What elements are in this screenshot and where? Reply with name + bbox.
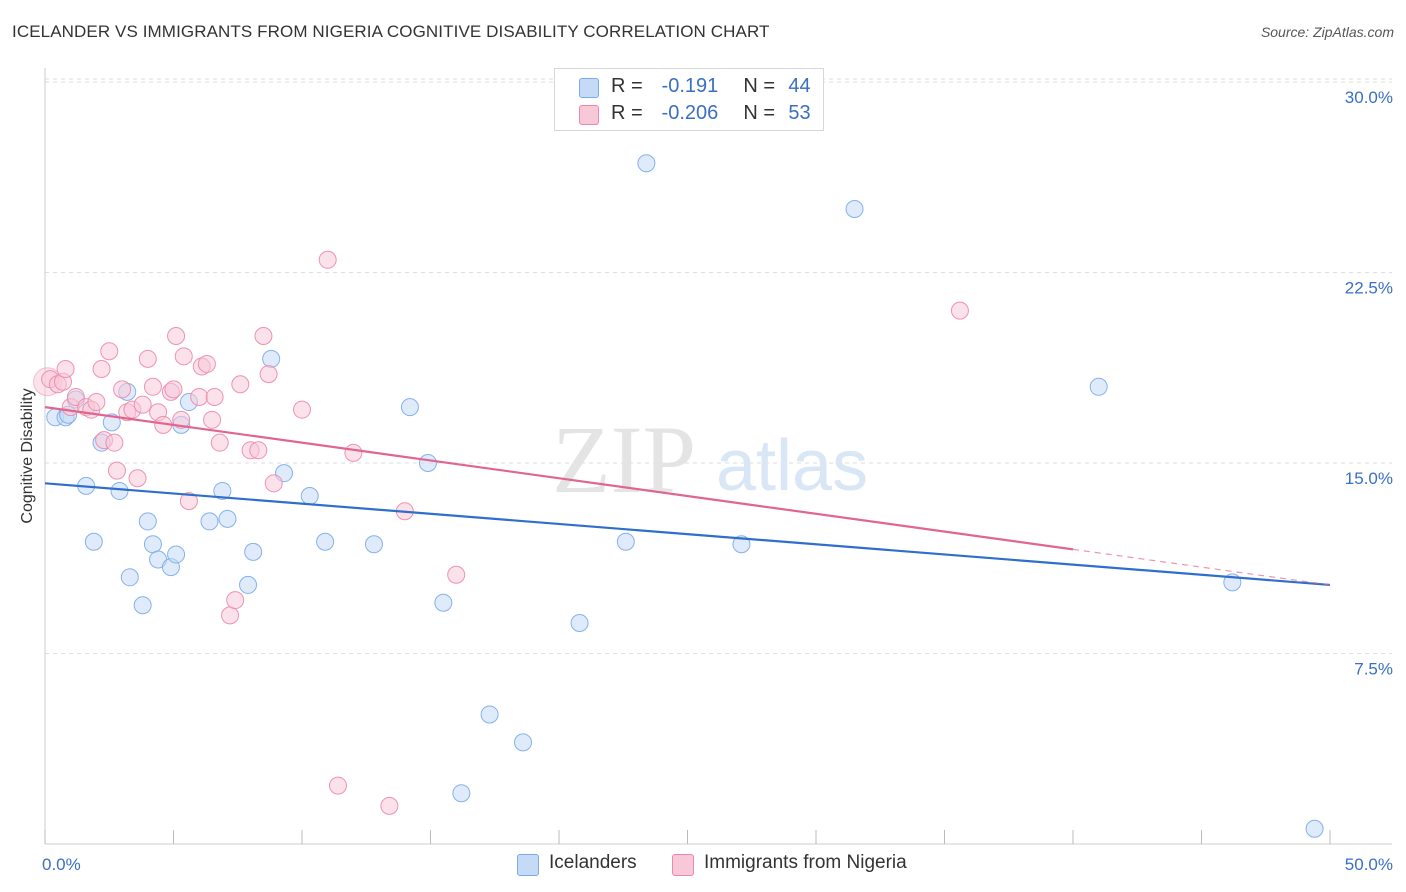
tick-labels: 7.5% 15.0% 22.5% 30.0% 0.0% 50.0% bbox=[42, 88, 1393, 874]
data-point-icelanders bbox=[1089, 377, 1108, 396]
legend-swatch-icelanders bbox=[579, 78, 599, 98]
data-point-icelanders bbox=[452, 784, 471, 803]
data-point-nigeria bbox=[179, 492, 198, 511]
data-point-icelanders bbox=[300, 487, 319, 506]
data-point-icelanders bbox=[434, 593, 453, 612]
bottom-legend-label-nigeria: Immigrants from Nigeria bbox=[704, 852, 907, 873]
data-point-nigeria bbox=[172, 410, 191, 429]
legend-r-label: R = bbox=[611, 102, 643, 124]
y-tick-label: 15.0% bbox=[1345, 469, 1393, 488]
data-point-nigeria bbox=[105, 433, 124, 452]
data-point-nigeria bbox=[138, 349, 157, 368]
trend-line-nigeria bbox=[44, 406, 1074, 551]
chart-source: Source: ZipAtlas.com bbox=[1260, 24, 1394, 40]
data-point-icelanders bbox=[120, 568, 139, 587]
data-points bbox=[33, 154, 1324, 838]
data-point-icelanders bbox=[1305, 819, 1324, 838]
data-point-icelanders bbox=[514, 733, 533, 752]
data-point-icelanders bbox=[138, 512, 157, 531]
data-point-nigeria bbox=[293, 400, 311, 419]
data-point-icelanders bbox=[143, 535, 162, 554]
data-point-nigeria bbox=[344, 443, 363, 462]
data-point-icelanders bbox=[110, 481, 129, 500]
data-point-nigeria bbox=[259, 365, 278, 384]
data-point-icelanders bbox=[732, 535, 751, 554]
stats-legend: R = -0.191 N = 44 R = -0.206 N = 53 bbox=[554, 68, 824, 131]
data-point-icelanders bbox=[133, 596, 152, 615]
legend-swatch-nigeria bbox=[579, 105, 599, 125]
data-point-nigeria bbox=[205, 387, 224, 406]
data-point-icelanders bbox=[102, 413, 121, 432]
data-point-icelanders bbox=[200, 512, 219, 531]
data-point-icelanders bbox=[167, 545, 186, 564]
bottom-legend-swatch-nigeria bbox=[672, 854, 694, 876]
data-point-nigeria bbox=[203, 410, 222, 429]
data-point-icelanders bbox=[400, 398, 419, 417]
legend-r-value-icelanders: -0.191 bbox=[661, 75, 719, 97]
legend-r-value-nigeria: -0.206 bbox=[661, 102, 719, 124]
x-tick-label-max: 50.0% bbox=[1345, 855, 1393, 874]
data-point-nigeria bbox=[231, 375, 250, 394]
watermark-atlas: atlas bbox=[716, 426, 868, 506]
data-point-icelanders bbox=[84, 532, 103, 551]
legend-n-label: N = bbox=[743, 75, 776, 97]
data-point-nigeria bbox=[318, 250, 337, 269]
data-point-icelanders bbox=[570, 614, 589, 633]
data-point-nigeria bbox=[100, 342, 119, 361]
data-point-nigeria bbox=[380, 796, 399, 815]
y-tick-label: 30.0% bbox=[1345, 88, 1393, 107]
data-point-nigeria bbox=[447, 565, 466, 584]
legend-n-value-icelanders: 44 bbox=[788, 75, 811, 97]
data-point-nigeria bbox=[328, 776, 347, 795]
data-point-nigeria bbox=[143, 377, 162, 396]
legend-n-label: N = bbox=[743, 102, 776, 124]
data-point-nigeria bbox=[107, 461, 126, 480]
data-point-nigeria bbox=[190, 387, 209, 406]
data-point-nigeria bbox=[128, 469, 147, 488]
data-point-nigeria bbox=[56, 360, 75, 379]
data-point-nigeria bbox=[210, 433, 229, 452]
bottom-legend-swatch-icelanders bbox=[517, 854, 539, 876]
trend-line-icelanders bbox=[44, 482, 1331, 587]
data-point-nigeria bbox=[221, 606, 240, 625]
data-point-icelanders bbox=[316, 532, 335, 551]
data-point-nigeria bbox=[226, 591, 245, 610]
data-point-nigeria bbox=[113, 380, 132, 399]
data-point-icelanders bbox=[845, 200, 864, 218]
bottom-legend-label-icelanders: Icelanders bbox=[549, 852, 637, 873]
x-tick-label-min: 0.0% bbox=[42, 855, 81, 874]
axes bbox=[44, 68, 1392, 845]
chart-title: ICELANDER VS IMMIGRANTS FROM NIGERIA COG… bbox=[12, 22, 770, 41]
data-point-nigeria bbox=[167, 327, 186, 345]
data-point-nigeria bbox=[87, 393, 106, 412]
data-point-icelanders bbox=[418, 454, 437, 472]
data-point-icelanders bbox=[239, 575, 258, 594]
grid-lines bbox=[45, 78, 1392, 654]
data-point-icelanders bbox=[218, 509, 237, 528]
data-point-icelanders bbox=[637, 154, 656, 173]
y-tick-label: 22.5% bbox=[1345, 279, 1393, 298]
legend-r-label: R = bbox=[611, 75, 643, 97]
data-point-nigeria bbox=[264, 474, 283, 493]
y-tick-label: 7.5% bbox=[1354, 660, 1393, 679]
data-point-nigeria bbox=[133, 395, 152, 414]
data-point-nigeria bbox=[92, 360, 111, 379]
data-point-icelanders bbox=[244, 542, 263, 561]
data-point-nigeria bbox=[249, 441, 268, 460]
data-point-icelanders bbox=[616, 532, 635, 551]
data-point-icelanders bbox=[262, 349, 281, 368]
data-point-icelanders bbox=[480, 705, 499, 724]
legend-n-value-nigeria: 53 bbox=[788, 102, 811, 124]
watermark-zip: ZIP bbox=[552, 406, 696, 513]
data-point-nigeria bbox=[174, 347, 193, 366]
data-point-icelanders bbox=[213, 481, 232, 500]
data-point-nigeria bbox=[164, 380, 183, 399]
data-point-nigeria bbox=[197, 354, 216, 373]
data-point-nigeria bbox=[950, 301, 969, 320]
trend-lines bbox=[44, 406, 1331, 587]
y-axis-label: Cognitive Disability bbox=[19, 388, 36, 524]
data-point-icelanders bbox=[364, 535, 383, 554]
data-point-nigeria bbox=[254, 327, 273, 345]
